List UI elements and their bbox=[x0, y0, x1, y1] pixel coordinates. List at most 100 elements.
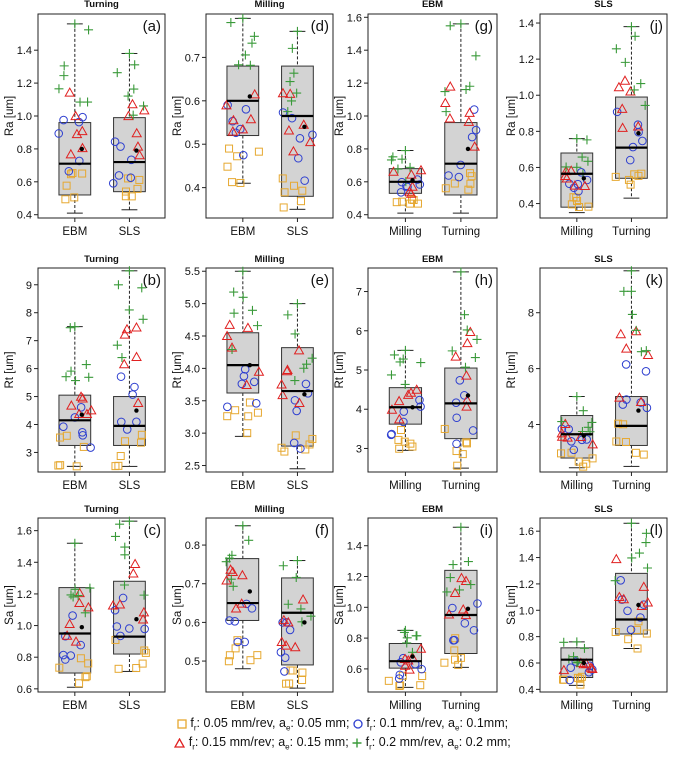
point-square bbox=[308, 434, 317, 443]
point-plus bbox=[445, 573, 455, 583]
point-triangle bbox=[127, 98, 138, 109]
point-plus bbox=[247, 38, 257, 48]
x-tick-label: Milling bbox=[561, 700, 594, 712]
mean-dot bbox=[465, 393, 471, 398]
legend-text-0: fr: 0.05 mm/rev, ae: 0.05 mm; bbox=[190, 716, 350, 733]
panel-label: (j) bbox=[650, 18, 663, 35]
point-plus bbox=[572, 162, 582, 172]
point-circle bbox=[110, 137, 120, 146]
point-plus bbox=[472, 334, 482, 344]
point-plus bbox=[471, 51, 481, 61]
mean-dot bbox=[302, 124, 307, 130]
point-square bbox=[121, 187, 130, 196]
point-plus bbox=[641, 538, 651, 548]
y-tick-label: 1.4 bbox=[17, 45, 32, 57]
point-triangle bbox=[114, 599, 126, 609]
point-circle bbox=[251, 399, 261, 408]
point-plus bbox=[70, 322, 80, 332]
y-tick-label: 1.2 bbox=[347, 572, 362, 584]
panel-label: (f) bbox=[315, 522, 329, 539]
x-tick-label: Milling bbox=[561, 226, 594, 238]
point-square bbox=[574, 203, 583, 212]
point-plus bbox=[287, 43, 297, 53]
y-tick-label: 3.5 bbox=[185, 396, 200, 408]
point-square bbox=[253, 651, 262, 660]
y-tick-label: 0.8 bbox=[347, 633, 362, 645]
y-tick-label: 4.5 bbox=[185, 331, 200, 343]
point-plus bbox=[123, 91, 133, 101]
point-plus bbox=[130, 60, 140, 70]
point-circle bbox=[394, 674, 404, 683]
point-circle bbox=[54, 129, 64, 138]
point-triangle bbox=[587, 438, 599, 449]
point-plus bbox=[636, 79, 646, 89]
point-triangle bbox=[461, 370, 472, 380]
point-square bbox=[466, 179, 475, 188]
point-triangle bbox=[137, 614, 149, 624]
y-axis-label: Rt [um] bbox=[172, 351, 184, 388]
point-square bbox=[396, 426, 405, 435]
x-tick-label: SLS bbox=[287, 700, 309, 712]
point-triangle bbox=[559, 418, 571, 428]
point-triangle bbox=[276, 636, 288, 647]
point-square bbox=[291, 431, 300, 440]
point-triangle bbox=[283, 124, 295, 135]
point-plus bbox=[285, 77, 295, 87]
point-circle bbox=[247, 604, 257, 613]
point-circle bbox=[118, 593, 128, 603]
point-plus bbox=[244, 535, 254, 545]
y-tick-label: 2.5 bbox=[185, 461, 200, 473]
point-circle bbox=[460, 618, 470, 628]
point-triangle bbox=[77, 393, 89, 403]
point-square bbox=[84, 659, 93, 668]
point-triangle bbox=[278, 614, 290, 625]
point-circle bbox=[300, 176, 309, 185]
point-square bbox=[614, 419, 623, 428]
point-square bbox=[75, 679, 84, 688]
mean-dot bbox=[247, 589, 253, 594]
plot-frame bbox=[539, 13, 668, 219]
point-triangle bbox=[579, 180, 591, 191]
panel-e: Milling (e) Rt [um] 2.5 3.0 3.5 4.0 4.5 5.0 5.5 EB… bbox=[172, 254, 334, 492]
point-triangle bbox=[276, 379, 287, 389]
point-triangle bbox=[615, 328, 627, 339]
point-plus bbox=[226, 18, 236, 28]
y-tick-label: 0.5 bbox=[185, 139, 200, 151]
point-square bbox=[135, 175, 144, 184]
point-triangle bbox=[242, 322, 254, 332]
mean-dot bbox=[410, 177, 415, 183]
point-circle bbox=[448, 603, 457, 613]
point-triangle bbox=[469, 141, 480, 151]
mean-dot bbox=[79, 146, 85, 152]
y-tick-label: 1.4 bbox=[17, 557, 32, 569]
y-axis-label: Ra [um] bbox=[334, 96, 346, 136]
point-triangle bbox=[586, 663, 598, 673]
point-plus bbox=[641, 528, 651, 538]
y-tick-label: 7 bbox=[356, 287, 362, 299]
point-circle bbox=[276, 647, 286, 657]
point-triangle bbox=[463, 116, 475, 126]
y-tick-label: 1.0 bbox=[519, 90, 534, 102]
point-square bbox=[81, 673, 90, 682]
point-plus bbox=[65, 323, 75, 333]
point-plus bbox=[466, 580, 476, 590]
point-plus bbox=[290, 329, 300, 339]
plot-frame bbox=[37, 517, 166, 693]
point-plus bbox=[463, 557, 473, 567]
point-circle bbox=[301, 379, 311, 389]
point-circle bbox=[625, 155, 635, 165]
y-tick-label: 5 bbox=[356, 365, 362, 377]
y-tick-label: 0.4 bbox=[347, 210, 362, 222]
point-plus bbox=[397, 154, 407, 164]
y-tick-label: 0.6 bbox=[519, 658, 534, 670]
point-triangle bbox=[415, 643, 427, 653]
point-plus bbox=[626, 22, 636, 32]
point-triangle bbox=[578, 658, 590, 669]
point-square bbox=[453, 461, 462, 470]
point-square bbox=[246, 656, 255, 665]
mean-dot bbox=[79, 412, 85, 417]
x-tick-label: SLS bbox=[119, 226, 141, 238]
legend-square-icon bbox=[177, 719, 187, 729]
y-tick-label: 3 bbox=[356, 443, 362, 455]
y-tick-label: 0.6 bbox=[17, 177, 32, 189]
